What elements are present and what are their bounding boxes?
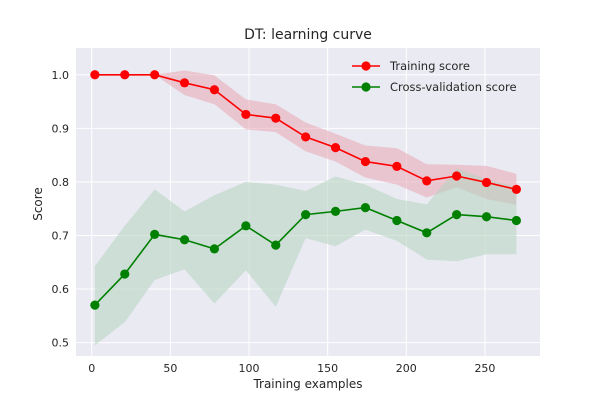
data-point-cross-validation [150, 229, 160, 240]
data-point-cross-validation [90, 300, 100, 310]
x-tick-label: 0 [88, 362, 95, 375]
legend-label-training: Training score [389, 59, 470, 73]
data-point-cross-validation [330, 206, 341, 216]
y-tick-label: 0.8 [52, 176, 70, 189]
chart-title: DT: learning curve [244, 27, 372, 43]
data-point-training [360, 156, 371, 167]
data-point-cross-validation [360, 203, 371, 213]
y-tick-label: 1.0 [52, 69, 70, 82]
data-point-cross-validation [271, 240, 281, 250]
confidence-band-cross-validation [94, 168, 517, 346]
data-point-cross-validation [209, 244, 220, 254]
plot-area: 0 50 100 150 200 250 0.5 0.6 0.7 0.8 0.9 1.0 Trainin… [52, 48, 540, 375]
data-point-training [179, 78, 190, 88]
x-tick-label: 250 [474, 362, 495, 375]
data-point-training [511, 184, 522, 195]
data-point-training [241, 109, 251, 120]
x-tick-label: 50 [163, 362, 177, 375]
data-point-training [90, 70, 100, 80]
data-point-training [392, 161, 402, 171]
y-tick-label: 0.9 [52, 122, 70, 135]
data-point-cross-validation [120, 269, 130, 279]
data-point-training [330, 143, 341, 153]
legend-label-cross-validation: Cross-validation score [390, 80, 517, 94]
y-tick-label: 0.5 [52, 337, 70, 350]
data-point-training [150, 70, 160, 80]
data-point-cross-validation [452, 209, 462, 220]
data-point-training [271, 113, 281, 123]
legend-marker-cross-validation [361, 82, 371, 92]
data-point-training [301, 132, 311, 142]
data-point-cross-validation [392, 215, 402, 226]
x-tick-label: 150 [317, 362, 338, 375]
data-point-cross-validation [422, 228, 432, 238]
data-point-cross-validation [241, 221, 251, 231]
data-point-training [422, 176, 432, 186]
data-point-cross-validation [179, 235, 190, 245]
data-point-training [120, 70, 130, 80]
data-point-cross-validation [301, 209, 311, 220]
data-point-training [452, 171, 462, 181]
x-tick-label: 100 [239, 362, 260, 375]
data-point-cross-validation [511, 215, 522, 226]
x-axis-title: Training examples [252, 377, 362, 391]
data-point-cross-validation [481, 212, 492, 222]
y-tick-label: 0.6 [52, 283, 70, 296]
x-tick-label: 200 [396, 362, 417, 375]
y-axis-title: Score [31, 187, 45, 221]
data-point-training [209, 85, 220, 95]
data-point-training [481, 177, 492, 188]
legend-marker-training [361, 61, 371, 71]
y-tick-label: 0.7 [52, 229, 70, 242]
